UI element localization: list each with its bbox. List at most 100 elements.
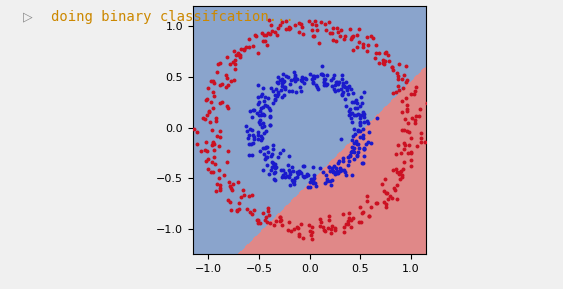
Point: [297, 88, 306, 93]
Point: [196, 149, 205, 153]
Point: [207, 79, 216, 84]
Point: [391, 188, 400, 192]
Point: [397, 127, 406, 132]
Point: [309, 74, 318, 79]
Point: [350, 146, 359, 151]
Point: [278, 222, 287, 227]
Point: [319, 228, 328, 233]
Point: [392, 182, 401, 187]
Point: [271, 86, 280, 91]
Point: [218, 100, 227, 105]
Point: [288, 164, 297, 169]
Point: [284, 163, 293, 167]
Point: [307, 236, 316, 241]
Point: [212, 119, 221, 124]
Point: [332, 166, 341, 170]
Point: [279, 71, 288, 76]
Point: [294, 231, 303, 236]
Point: [261, 155, 270, 159]
Point: [248, 140, 257, 145]
Point: [316, 19, 325, 24]
Point: [378, 58, 387, 62]
Point: [367, 34, 376, 38]
Point: [290, 181, 299, 186]
Point: [321, 28, 330, 33]
Point: [270, 98, 279, 103]
Point: [344, 155, 353, 160]
Point: [261, 102, 270, 107]
Point: [207, 100, 216, 104]
Point: [289, 179, 298, 183]
Point: [340, 37, 349, 42]
Point: [395, 177, 404, 181]
Point: [349, 134, 358, 138]
Point: [242, 45, 251, 49]
Point: [280, 79, 289, 84]
Point: [407, 158, 416, 163]
Point: [253, 129, 262, 134]
Point: [258, 112, 267, 116]
Point: [320, 181, 329, 185]
Point: [269, 101, 278, 105]
Point: [215, 167, 224, 172]
Point: [239, 48, 248, 53]
Point: [343, 222, 352, 227]
Point: [312, 28, 321, 32]
Point: [410, 89, 419, 93]
Point: [254, 101, 263, 106]
Point: [230, 62, 239, 66]
Point: [268, 89, 277, 93]
Point: [328, 25, 337, 30]
Point: [339, 212, 348, 217]
Point: [346, 87, 355, 92]
Point: [362, 199, 371, 204]
Point: [400, 142, 409, 147]
Point: [258, 91, 267, 96]
Point: [267, 22, 276, 27]
Point: [394, 88, 403, 92]
Point: [271, 93, 280, 98]
Point: [363, 49, 372, 53]
Point: [412, 144, 421, 148]
Point: [254, 51, 263, 55]
Point: [295, 30, 304, 34]
Point: [328, 76, 337, 80]
Point: [254, 95, 263, 99]
Point: [309, 179, 318, 183]
Point: [219, 173, 228, 178]
Point: [324, 218, 333, 222]
Point: [318, 64, 327, 68]
Point: [348, 215, 357, 220]
Point: [379, 62, 388, 66]
Point: [332, 80, 341, 84]
Point: [411, 114, 420, 118]
Point: [408, 115, 417, 120]
Point: [267, 160, 276, 165]
Point: [305, 229, 314, 233]
Point: [244, 135, 253, 140]
Point: [258, 210, 267, 215]
Point: [316, 71, 325, 76]
Point: [332, 80, 341, 85]
Point: [264, 105, 273, 110]
Point: [221, 73, 230, 77]
Point: [306, 176, 315, 181]
Point: [354, 150, 363, 154]
Point: [319, 73, 328, 77]
Point: [318, 170, 327, 175]
Point: [205, 119, 214, 124]
Point: [319, 83, 328, 88]
Point: [352, 142, 361, 147]
Point: [330, 164, 339, 169]
Point: [224, 149, 233, 154]
Point: [265, 123, 274, 128]
Point: [308, 28, 317, 33]
Point: [244, 37, 253, 41]
Point: [343, 92, 352, 97]
Point: [280, 85, 289, 89]
Point: [209, 94, 218, 99]
Point: [339, 230, 348, 234]
Point: [202, 97, 211, 102]
Point: [330, 226, 339, 230]
Point: [229, 181, 238, 186]
